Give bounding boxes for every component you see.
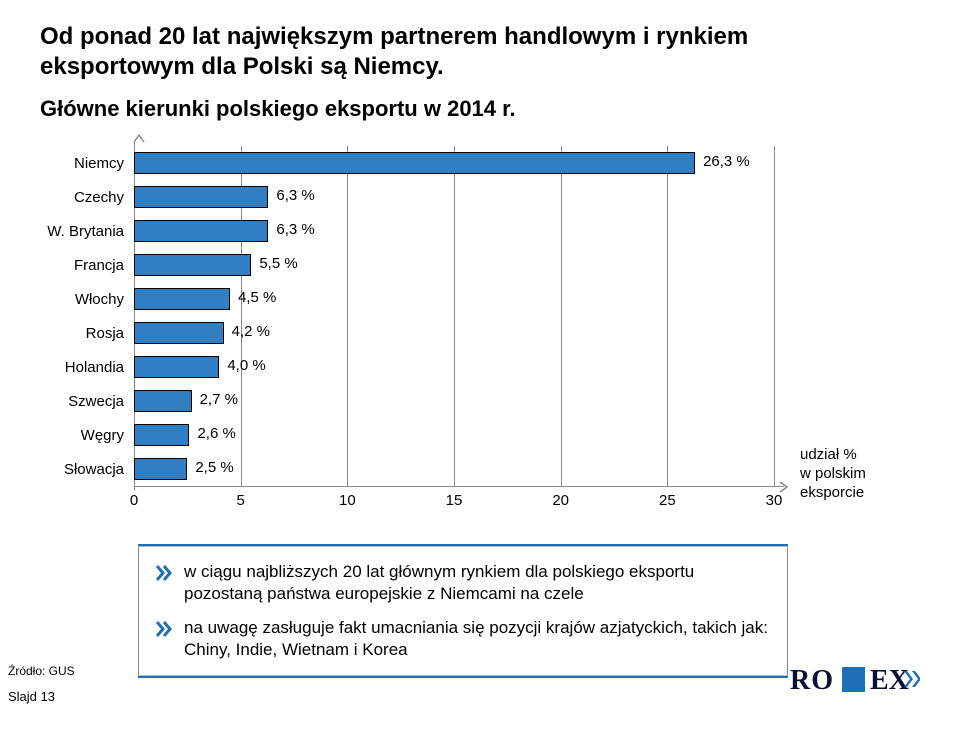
chart-row: Szwecja 2,7 % bbox=[42, 384, 920, 418]
side-note-l2: w polskim bbox=[800, 465, 866, 482]
plot-cell: 4,0 % bbox=[134, 350, 774, 384]
chart-row: Niemcy 26,3 % bbox=[42, 146, 920, 180]
bullet-bottom-rule bbox=[138, 676, 788, 678]
value-label: 26,3 % bbox=[703, 153, 750, 170]
y-axis-arrow-icon bbox=[133, 134, 145, 146]
chart-row: Słowacja 2,5 % bbox=[42, 452, 920, 486]
plot-cell: 26,3 % bbox=[134, 146, 774, 180]
plot-cell: 6,3 % bbox=[134, 214, 774, 248]
title-line-2: eksportowym dla Polski są Niemcy. bbox=[40, 52, 920, 82]
bar bbox=[134, 424, 189, 446]
category-label: Holandia bbox=[42, 359, 134, 376]
bullet-item: na uwagę zasługuje fakt umacniania się p… bbox=[138, 611, 788, 667]
slide: Od ponad 20 lat największym partnerem ha… bbox=[0, 0, 960, 732]
logo: RO EX bbox=[790, 663, 920, 702]
value-label: 2,6 % bbox=[197, 425, 235, 442]
x-tick-label: 15 bbox=[446, 492, 463, 509]
svg-text:EX: EX bbox=[870, 665, 909, 696]
logo-svg: RO EX bbox=[790, 663, 920, 697]
plot-cell: 6,3 % bbox=[134, 180, 774, 214]
chart-row: W. Brytania 6,3 % bbox=[42, 214, 920, 248]
bar bbox=[134, 458, 187, 480]
chart-row: Francja 5,5 % bbox=[42, 248, 920, 282]
bar bbox=[134, 152, 695, 174]
category-label: Czechy bbox=[42, 189, 134, 206]
chart-row: Węgry 2,6 % bbox=[42, 418, 920, 452]
plot-cell: 5,5 % bbox=[134, 248, 774, 282]
title-block: Od ponad 20 lat największym partnerem ha… bbox=[40, 22, 920, 122]
category-label: Włochy bbox=[42, 291, 134, 308]
bar bbox=[134, 322, 224, 344]
slide-number: Slajd 13 bbox=[8, 689, 55, 704]
source-label: Źródło: GUS bbox=[8, 664, 75, 678]
category-label: W. Brytania bbox=[42, 223, 134, 240]
category-label: Węgry bbox=[42, 427, 134, 444]
bar bbox=[134, 220, 268, 242]
chart-row: Rosja 4,2 % bbox=[42, 316, 920, 350]
bullet-text: w ciągu najbliższych 20 lat głównym rynk… bbox=[184, 561, 774, 605]
bar bbox=[134, 356, 219, 378]
plot-cell: 2,6 % bbox=[134, 418, 774, 452]
subtitle: Główne kierunki polskiego eksportu w 201… bbox=[40, 96, 920, 122]
value-label: 2,7 % bbox=[200, 391, 238, 408]
value-label: 4,5 % bbox=[238, 289, 276, 306]
plot-cell: 2,5 % bbox=[134, 452, 774, 486]
chart-row: Włochy 4,5 % bbox=[42, 282, 920, 316]
chevron-icon bbox=[156, 561, 184, 605]
bullet-top-rule bbox=[138, 544, 788, 546]
bullet-box: w ciągu najbliższych 20 lat głównym rynk… bbox=[138, 546, 788, 676]
category-label: Francja bbox=[42, 257, 134, 274]
category-label: Rosja bbox=[42, 325, 134, 342]
plot-cell: 4,2 % bbox=[134, 316, 774, 350]
x-axis bbox=[134, 486, 784, 487]
value-label: 2,5 % bbox=[195, 459, 233, 476]
value-label: 4,0 % bbox=[227, 357, 265, 374]
plot-cell: 2,7 % bbox=[134, 384, 774, 418]
x-tick-label: 10 bbox=[339, 492, 356, 509]
chart-side-note: udział % w polskim eksporcie bbox=[800, 446, 866, 502]
side-note-l3: eksporcie bbox=[800, 484, 864, 501]
category-label: Szwecja bbox=[42, 393, 134, 410]
bullet-text: na uwagę zasługuje fakt umacniania się p… bbox=[184, 617, 774, 661]
plot-cell: 4,5 % bbox=[134, 282, 774, 316]
value-label: 4,2 % bbox=[232, 323, 270, 340]
bar bbox=[134, 390, 192, 412]
x-tick-label: 25 bbox=[659, 492, 676, 509]
value-label: 6,3 % bbox=[276, 221, 314, 238]
category-label: Niemcy bbox=[42, 155, 134, 172]
svg-text:RO: RO bbox=[790, 665, 834, 696]
x-tick-label: 5 bbox=[236, 492, 244, 509]
chart-row: Holandia 4,0 % bbox=[42, 350, 920, 384]
value-label: 5,5 % bbox=[259, 255, 297, 272]
x-tick-label: 0 bbox=[130, 492, 138, 509]
x-tick-label: 30 bbox=[766, 492, 783, 509]
side-note-l1: udział % bbox=[800, 446, 857, 463]
category-label: Słowacja bbox=[42, 461, 134, 478]
title-line-1: Od ponad 20 lat największym partnerem ha… bbox=[40, 22, 920, 52]
bar bbox=[134, 186, 268, 208]
bar bbox=[134, 254, 251, 276]
bar bbox=[134, 288, 230, 310]
export-chart: 051015202530Niemcy26,3 %Czechy6,3 %W. Br… bbox=[42, 146, 920, 486]
bullet-item: w ciągu najbliższych 20 lat głównym rynk… bbox=[138, 555, 788, 611]
value-label: 6,3 % bbox=[276, 187, 314, 204]
x-tick-label: 20 bbox=[552, 492, 569, 509]
chart-row: Czechy 6,3 % bbox=[42, 180, 920, 214]
chevron-icon bbox=[156, 617, 184, 661]
